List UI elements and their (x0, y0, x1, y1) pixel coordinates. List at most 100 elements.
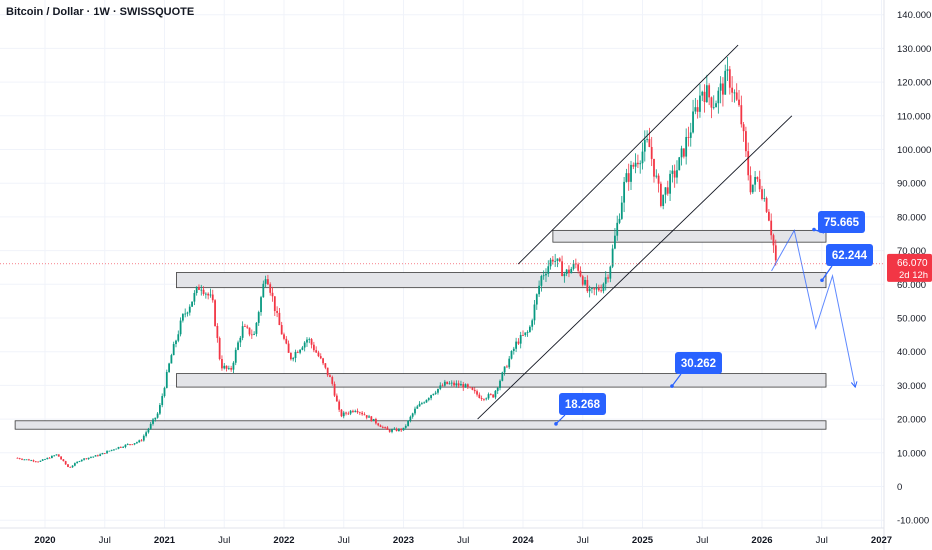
candle-body (584, 279, 586, 285)
candle-body (363, 414, 366, 416)
candle-body (181, 314, 184, 321)
candle-body (179, 320, 182, 335)
candle-body (549, 259, 552, 267)
candle-body (614, 235, 616, 249)
candle-body (388, 429, 391, 432)
candle-body (122, 447, 125, 448)
candle-body (207, 293, 210, 296)
candle-body (202, 289, 205, 294)
candle-body (372, 418, 375, 422)
candle-body (345, 412, 347, 414)
candle-body (306, 339, 308, 343)
candle-body (37, 461, 40, 463)
candle-body (198, 286, 200, 290)
candle-body (319, 356, 322, 359)
candle-body (271, 292, 274, 297)
time-tick-label: Jul (338, 535, 350, 546)
candle-body (398, 428, 400, 431)
candle-body (200, 289, 203, 291)
candle-body (471, 387, 474, 390)
time-tick-label: Jul (99, 535, 111, 546)
current-price-value: 66.070 (897, 258, 928, 269)
candle-body (400, 428, 403, 431)
candle-body (67, 464, 69, 467)
candle-body (616, 222, 619, 236)
candle-body (41, 459, 44, 461)
callout-label: 18.268 (565, 399, 601, 411)
candle-body (699, 95, 701, 112)
candle-body (402, 427, 405, 431)
candle-body (423, 402, 426, 404)
candle-body (607, 277, 609, 279)
candle-body (78, 461, 81, 462)
callout-anchor (812, 227, 816, 232)
candle-body (758, 179, 761, 190)
candle-body (487, 394, 490, 399)
candle-body (262, 283, 265, 298)
candle-body (177, 334, 180, 341)
candle-body (253, 333, 256, 335)
channel-line (517, 44, 739, 265)
candle-body (232, 362, 235, 370)
candle-body (761, 189, 763, 200)
candle-body (391, 429, 393, 432)
candle-body (703, 91, 706, 103)
candle-body (60, 456, 62, 460)
callout-box (675, 352, 722, 374)
candle-body (519, 334, 522, 344)
candle-body (430, 395, 432, 399)
candle-body (170, 355, 173, 364)
candle-body (225, 365, 228, 369)
candle-body (131, 444, 134, 446)
candle-body (765, 198, 768, 212)
candle-body (193, 292, 196, 302)
candle-body (427, 398, 430, 400)
candle-body (57, 454, 60, 457)
time-tick-label: 2027 (871, 535, 892, 546)
candle-body (149, 423, 152, 429)
candle-body (432, 393, 435, 396)
candle-body (96, 455, 99, 457)
candle-body (76, 461, 79, 464)
callout-anchor (820, 278, 824, 283)
candle-body (234, 349, 237, 363)
candle-body (322, 358, 324, 364)
candle-body (172, 344, 175, 356)
candle-body (517, 341, 520, 344)
candle-body (347, 413, 350, 415)
candle-body (627, 173, 630, 182)
candle-body (48, 457, 51, 459)
time-tick-label: Jul (457, 535, 469, 546)
candle-body (159, 405, 161, 414)
candle-body (476, 391, 478, 395)
candle-body (568, 269, 570, 274)
price-tick-label: 120.000 (897, 78, 931, 89)
candle-body (294, 351, 297, 359)
candle-body (577, 264, 580, 271)
candle-body (255, 322, 258, 334)
candle-body (16, 457, 19, 459)
candle-body (506, 366, 508, 368)
candle-body (618, 218, 621, 223)
candle-body (260, 297, 262, 313)
candle-body (71, 465, 74, 468)
candle-body (285, 338, 288, 344)
candle-body (129, 444, 131, 445)
time-tick-label: 2022 (273, 535, 294, 546)
candle-body (443, 381, 446, 386)
time-tick-label: Jul (816, 535, 828, 546)
level-callout: 62.244 (820, 244, 873, 283)
candle-body (204, 293, 207, 295)
price-tick-label: 50.000 (897, 314, 926, 325)
candle-body (361, 412, 364, 415)
candle-body (287, 343, 290, 353)
candle-body (441, 385, 444, 387)
candle-body (237, 342, 239, 350)
support-zone (552, 229, 827, 243)
candle-body (221, 359, 223, 369)
candle-body (480, 397, 483, 399)
candle-body (119, 446, 122, 448)
candle-body (333, 383, 336, 396)
support-zone (14, 420, 827, 430)
